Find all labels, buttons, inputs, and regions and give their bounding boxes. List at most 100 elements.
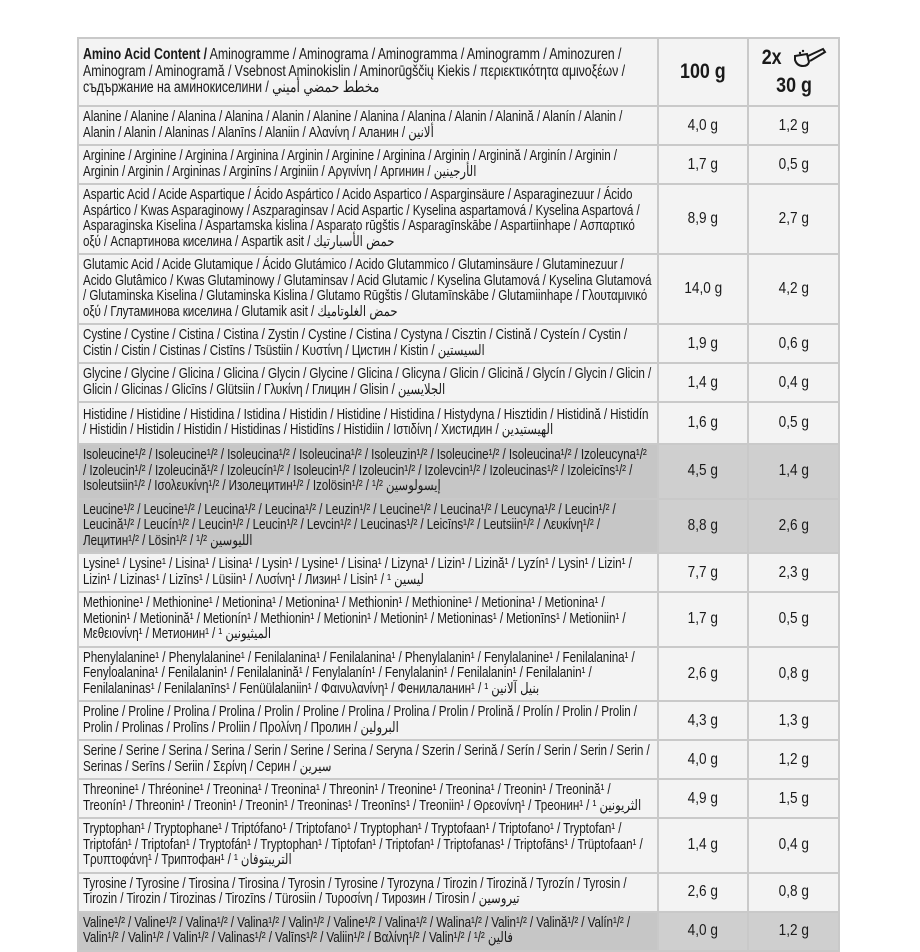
per-100g-value: 1,7 g — [687, 610, 719, 628]
header-per-100g: 100 g — [656, 37, 750, 107]
per-serving-cell: 0,5 g — [747, 144, 840, 185]
per-100g-cell: 1,7 g — [656, 591, 750, 648]
table-row: Aspartic Acid / Acide Aspartique / Ácido… — [77, 183, 840, 255]
per-serving-cell: 0,5 g — [747, 591, 840, 648]
amino-acid-name-cell: Cystine / Cystine / Cistina / Cistina / … — [77, 323, 659, 364]
amino-acid-name: Proline / Proline / Prolina / Prolina / … — [83, 704, 637, 736]
per-serving-cell: 0,4 g — [747, 362, 840, 403]
per-serving-value: 1,2 g — [778, 750, 809, 768]
per-serving-value: 1,5 g — [778, 789, 809, 807]
per-100g-value: 1,4 g — [687, 373, 719, 391]
per-100g-cell: 1,7 g — [656, 144, 750, 185]
amino-acid-name: Threonine¹ / Thréonine¹ / Treonina¹ / Tr… — [83, 782, 642, 814]
header-title-translations: Aminogramme / Aminograma / Aminogramma /… — [83, 46, 625, 97]
amino-acid-name-cell: Leucine¹/² / Leucine¹/² / Leucina¹/² / L… — [77, 497, 659, 554]
amino-acid-name: Phenylalanine¹ / Phenylalanine¹ / Fenila… — [83, 649, 635, 697]
per-serving-cell: 4,2 g — [747, 253, 840, 325]
amino-acid-name: Histidine / Histidine / Histidina / Isti… — [83, 406, 649, 438]
per-100g-cell: 1,4 g — [656, 362, 750, 403]
table-row: Glutamic Acid / Acide Glutamique / Ácido… — [77, 253, 840, 325]
per-100g-cell: 1,6 g — [656, 401, 750, 445]
per-serving-value: 4,2 g — [778, 280, 809, 297]
header-title-bold: Amino Acid Content / — [83, 46, 207, 64]
per-serving-value: 0,5 g — [778, 414, 809, 431]
amino-acid-name: Serine / Serine / Serina / Serina / Seri… — [83, 743, 650, 775]
per-100g-value: 4,0 g — [687, 750, 719, 768]
table-row: Histidine / Histidine / Histidina / Isti… — [77, 401, 840, 445]
amino-acid-name-cell: Methionine¹ / Methionine¹ / Metionina¹ /… — [77, 591, 659, 648]
amino-acid-name: Tyrosine / Tyrosine / Tirosina / Tirosin… — [83, 875, 627, 907]
table-row: Threonine¹ / Thréonine¹ / Treonina¹ / Tr… — [77, 778, 840, 819]
amino-acid-name-cell: Histidine / Histidine / Histidina / Isti… — [77, 401, 659, 445]
amino-acid-name-cell: Arginine / Arginine / Arginina / Arginin… — [77, 144, 659, 185]
per-serving-value: 0,5 g — [778, 610, 809, 628]
amino-acid-name: Methionine¹ / Methionine¹ / Metionina¹ /… — [83, 595, 626, 642]
per-serving-value: 0,4 g — [778, 836, 809, 854]
per-100g-value: 2,6 g — [687, 664, 719, 682]
per-serving-cell: 1,2 g — [747, 910, 840, 952]
per-serving-value: 0,8 g — [778, 664, 809, 682]
amino-acid-name: Alanine / Alanine / Alanina / Alanina / … — [83, 109, 623, 141]
per-100g-value: 8,8 g — [687, 516, 719, 534]
header-per-100g-label: 100 g — [680, 60, 726, 83]
amino-acid-name: Glutamic Acid / Acide Glutamique / Ácido… — [83, 257, 652, 320]
amino-acid-name-cell: Alanine / Alanine / Alanina / Alanina / … — [77, 105, 659, 146]
scoop-icon — [793, 46, 827, 74]
amino-acid-name-cell: Isoleucine¹/² / Isoleucine¹/² / Isoleuci… — [77, 443, 659, 500]
per-100g-cell: 4,0 g — [656, 739, 750, 780]
per-100g-value: 4,9 g — [687, 789, 719, 807]
per-serving-value: 0,5 g — [778, 155, 809, 173]
per-100g-value: 4,3 g — [687, 711, 719, 729]
per-serving-cell: 1,2 g — [747, 105, 840, 146]
per-serving-value: 0,8 g — [778, 883, 809, 900]
per-serving-cell: 2,6 g — [747, 497, 840, 554]
table-row: Phenylalanine¹ / Phenylalanine¹ / Fenila… — [77, 645, 840, 702]
amino-acid-table: Amino Acid Content / Aminogramme / Amino… — [77, 37, 840, 952]
amino-acid-name: Tryptophan¹ / Tryptophane¹ / Triptófano¹… — [83, 821, 643, 868]
serving-count: 2x — [761, 46, 782, 69]
table-row: Glycine / Glycine / Glicina / Glicina / … — [77, 362, 840, 403]
amino-acid-name-cell: Glutamic Acid / Acide Glutamique / Ácido… — [77, 253, 659, 325]
header-title-cell: Amino Acid Content / Aminogramme / Amino… — [77, 37, 659, 107]
per-100g-cell: 7,7 g — [656, 552, 750, 593]
header-per-serving: 2x 30 g — [747, 37, 840, 107]
amino-acid-name-cell: Tryptophan¹ / Tryptophane¹ / Triptófano¹… — [77, 817, 659, 874]
table-row: Serine / Serine / Serina / Serina / Seri… — [77, 739, 840, 780]
amino-acid-name-cell: Glycine / Glycine / Glicina / Glicina / … — [77, 362, 659, 403]
table-row: Tryptophan¹ / Tryptophane¹ / Triptófano¹… — [77, 817, 840, 874]
per-100g-value: 4,5 g — [687, 462, 719, 480]
table-row: Methionine¹ / Methionine¹ / Metionina¹ /… — [77, 591, 840, 648]
table-row: Proline / Proline / Prolina / Prolina / … — [77, 700, 840, 741]
per-100g-value: 8,9 g — [687, 210, 719, 227]
per-100g-cell: 2,6 g — [656, 871, 750, 913]
amino-acid-name-cell: Serine / Serine / Serina / Serina / Seri… — [77, 739, 659, 780]
per-100g-cell: 4,0 g — [656, 910, 750, 952]
amino-acid-name-cell: Valine¹/² / Valine¹/² / Valina¹/² / Vali… — [77, 910, 659, 952]
amino-acid-name: Valine¹/² / Valine¹/² / Valina¹/² / Vali… — [83, 914, 631, 946]
table-row: Valine¹/² / Valine¹/² / Valina¹/² / Vali… — [77, 910, 840, 952]
amino-acid-name: Lysine¹ / Lysine¹ / Lisina¹ / Lisina¹ / … — [83, 556, 632, 588]
amino-acid-name: Glycine / Glycine / Glicina / Glicina / … — [83, 366, 652, 398]
per-serving-cell: 0,8 g — [747, 645, 840, 702]
per-100g-cell: 14,0 g — [656, 253, 750, 325]
per-serving-value: 2,3 g — [778, 563, 809, 581]
per-serving-value: 2,6 g — [778, 516, 809, 534]
per-serving-cell: 0,8 g — [747, 871, 840, 913]
per-100g-cell: 1,4 g — [656, 817, 750, 874]
per-100g-value: 1,4 g — [687, 836, 719, 854]
per-100g-cell: 4,5 g — [656, 443, 750, 500]
per-serving-cell: 0,6 g — [747, 323, 840, 364]
per-100g-cell: 8,8 g — [656, 497, 750, 554]
per-serving-cell: 0,4 g — [747, 817, 840, 874]
table-row: Alanine / Alanine / Alanina / Alanina / … — [77, 105, 840, 146]
per-100g-cell: 4,0 g — [656, 105, 750, 146]
per-serving-value: 1,4 g — [778, 462, 809, 480]
amino-acid-name-cell: Aspartic Acid / Acide Aspartique / Ácido… — [77, 183, 659, 255]
table-row: Cystine / Cystine / Cistina / Cistina / … — [77, 323, 840, 364]
per-serving-cell: 2,3 g — [747, 552, 840, 593]
table-row: Tyrosine / Tyrosine / Tirosina / Tirosin… — [77, 871, 840, 913]
serving-size: 30 g — [775, 74, 812, 97]
per-100g-cell: 4,3 g — [656, 700, 750, 741]
per-serving-cell: 2,7 g — [747, 183, 840, 255]
amino-acid-name-cell: Tyrosine / Tyrosine / Tirosina / Tirosin… — [77, 871, 659, 913]
